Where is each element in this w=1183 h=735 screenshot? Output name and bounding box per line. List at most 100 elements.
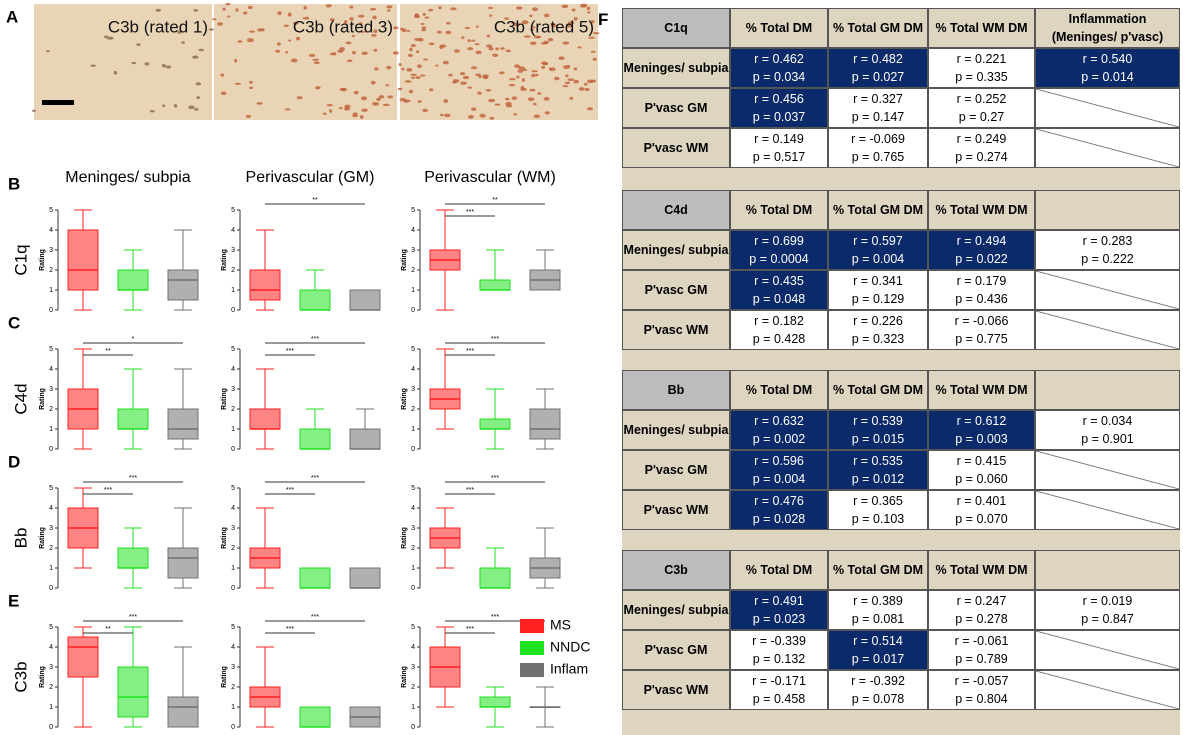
sig-label: ** [312, 197, 318, 204]
stained-cell [409, 90, 413, 93]
stained-cell [588, 37, 595, 39]
stained-cell [144, 62, 149, 65]
stained-cell [284, 25, 289, 27]
y-tick-label: 1 [49, 565, 53, 572]
y-tick-label: 3 [411, 525, 415, 532]
stained-cell [235, 8, 238, 12]
stained-cell [277, 11, 281, 15]
p-value: p = 0.004 [829, 250, 927, 268]
header-cell: % Total GM DM [828, 370, 928, 410]
y-tick-label: 5 [411, 346, 415, 353]
stained-cell [162, 105, 165, 108]
stained-cell [421, 28, 425, 31]
stained-cell [460, 72, 465, 75]
sig-label: *** [466, 487, 474, 494]
stained-cell [288, 39, 291, 41]
p-value: p = 0.017 [829, 650, 927, 668]
stained-cell [565, 74, 568, 77]
stained-cell [467, 47, 473, 50]
y-tick-label: 2 [231, 406, 235, 413]
y-tick-label: 1 [49, 287, 53, 294]
y-tick-label: 2 [49, 406, 53, 413]
stained-cell [401, 67, 404, 70]
sig-label: ** [105, 348, 111, 355]
p-value: p = 0.023 [731, 610, 827, 628]
stained-cell [46, 50, 50, 52]
y-tick-label: 0 [49, 724, 53, 731]
value-cell: r = -0.066p = 0.775 [928, 310, 1035, 350]
stained-cell [312, 59, 319, 61]
stained-cell [414, 13, 419, 17]
p-value: p = 0.027 [829, 68, 927, 86]
p-value: p = 0.070 [929, 510, 1034, 528]
stained-cell [548, 38, 553, 42]
stained-cell [408, 54, 413, 57]
y-tick-label: 5 [411, 485, 415, 492]
stained-cell [370, 8, 376, 11]
r-value: r = -0.061 [929, 632, 1034, 650]
p-value: p = 0.060 [929, 470, 1034, 488]
stained-cell [406, 68, 412, 72]
sig-label: *** [286, 348, 294, 355]
column-title: Perivascular (WM) [424, 169, 556, 186]
stained-cell [386, 5, 392, 8]
value-cell: r = 0.247p = 0.278 [928, 590, 1035, 630]
stained-cell [541, 61, 547, 64]
stained-cell [416, 76, 421, 79]
empty-cell [1035, 310, 1180, 350]
stained-cell [404, 99, 410, 102]
correlation-table: C1q% Total DM% Total GM DM% Total WM DMI… [622, 8, 1180, 735]
stained-cell [174, 104, 177, 108]
p-value: p = 0.274 [929, 148, 1034, 166]
stained-cell [532, 7, 538, 11]
stained-cell [352, 51, 356, 54]
box [168, 697, 198, 727]
p-value: p = 0.129 [829, 290, 927, 308]
stained-cell [587, 7, 591, 11]
y-tick-label: 4 [49, 505, 53, 512]
stained-cell [373, 49, 377, 52]
box [250, 270, 280, 300]
p-value: p = 0.002 [731, 430, 827, 448]
empty-cell [1035, 490, 1180, 530]
value-cell: r = 0.476p = 0.028 [730, 490, 828, 530]
p-value: p = 0.028 [731, 510, 827, 528]
stained-cell [467, 87, 472, 89]
y-tick-label: 1 [231, 704, 235, 711]
panel-letter: C [8, 313, 20, 332]
stained-cell [479, 114, 485, 118]
stained-cell [354, 91, 359, 95]
axis-label: Rating [39, 388, 46, 410]
stained-cell [374, 67, 378, 70]
stained-cell [471, 66, 477, 69]
row-marker: C1q [11, 244, 30, 275]
stained-cell [309, 54, 315, 57]
stained-cell [217, 22, 223, 26]
stained-cell [257, 28, 262, 31]
stained-cell [438, 6, 442, 9]
value-cell: r = 0.327p = 0.147 [828, 88, 928, 128]
stained-cell [402, 28, 407, 32]
box [480, 568, 510, 588]
stained-cell [584, 88, 589, 91]
stained-cell [429, 42, 435, 45]
r-value: r = 0.476 [731, 492, 827, 510]
y-tick-label: 3 [411, 247, 415, 254]
header-cell: % Total GM DM [828, 550, 928, 590]
row-label: P'vasc WM [622, 670, 730, 710]
stained-cell [340, 88, 345, 90]
row-label: Meninges/ subpia [622, 48, 730, 88]
stained-cell [225, 3, 230, 5]
y-tick-label: 1 [231, 565, 235, 572]
r-value: r = 0.019 [1036, 592, 1179, 610]
box [350, 429, 380, 449]
p-value: p = 0.789 [929, 650, 1034, 668]
stained-cell [463, 76, 469, 79]
stained-cell [554, 77, 560, 81]
y-tick-label: 0 [231, 724, 235, 731]
stained-cell [516, 6, 523, 9]
stained-cell [386, 66, 391, 70]
r-value: r = 0.034 [1036, 412, 1179, 430]
